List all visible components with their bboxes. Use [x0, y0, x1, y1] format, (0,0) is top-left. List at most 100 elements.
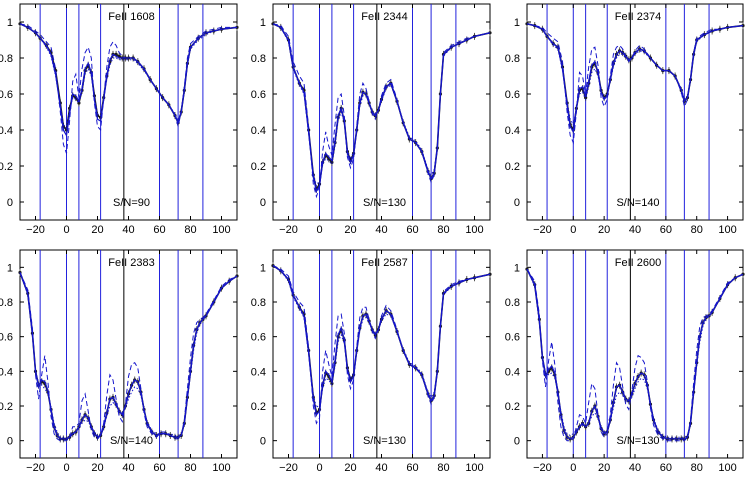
- y-tick-label: 0.2: [505, 401, 520, 413]
- dotted-model-line: [272, 23, 491, 188]
- x-tick-label: 0: [63, 224, 69, 236]
- x-tick-label: 40: [122, 224, 134, 236]
- y-tick-label: 0: [7, 197, 13, 209]
- dashed-model-line: [19, 272, 238, 442]
- x-tick-label: 60: [406, 462, 418, 474]
- y-tick-label: 0.6: [251, 332, 266, 344]
- x-tick-label: 100: [212, 462, 230, 474]
- fit-line: [272, 265, 491, 417]
- x-tick-label: 60: [406, 224, 418, 236]
- x-tick-label: −20: [533, 462, 552, 474]
- y-tick-label: 0.6: [251, 89, 266, 101]
- y-tick-label: 1: [514, 17, 520, 29]
- y-tick-label: 1: [260, 17, 266, 29]
- data-series: [525, 20, 745, 134]
- y-tick-label: 0: [260, 197, 266, 209]
- y-tick-label: 0: [7, 436, 13, 448]
- y-tick-label: 0: [514, 436, 520, 448]
- x-tick-label: 20: [598, 224, 610, 236]
- y-tick-label: 0.6: [505, 332, 520, 344]
- y-tick-label: 0.4: [0, 366, 13, 378]
- x-tick-label: 0: [570, 462, 576, 474]
- y-tick-label: 0.2: [0, 161, 13, 173]
- panel-1: −20 0 20 40 60 80 100 0 0.2 0.4 0.6 0.8 1 FeII 1608 S/…: [0, 3, 239, 236]
- dashed-model-line: [526, 268, 744, 442]
- data-line: [272, 264, 491, 415]
- x-tick-label: 0: [316, 462, 322, 474]
- y-tick-label: 0.8: [0, 297, 13, 309]
- panel-6: −20 0 20 40 60 80 100 0 0.2 0.4 0.6 0.8 1 FeII 2600 S/…: [505, 249, 745, 474]
- x-tick-label: 80: [184, 462, 196, 474]
- x-tick-label: 80: [184, 224, 196, 236]
- data-series: [18, 20, 239, 134]
- data-line: [19, 23, 238, 132]
- x-tick-label: 0: [570, 224, 576, 236]
- data-point: [330, 160, 334, 164]
- y-tick-label: 0: [260, 436, 266, 448]
- y-tick-label: 0.6: [0, 332, 13, 344]
- y-tick-label: 0.2: [505, 161, 520, 173]
- sn-label: S/N=130: [616, 435, 659, 447]
- y-tick-label: 0.8: [251, 297, 266, 309]
- dashed-model-line: [19, 23, 237, 154]
- panel-title: FeII 2383: [108, 257, 154, 269]
- x-tick-label: 60: [660, 224, 672, 236]
- dotted-model-line: [272, 265, 491, 409]
- y-tick-label: 0.6: [505, 89, 520, 101]
- x-tick-label: 60: [660, 462, 672, 474]
- panel-5: −20 0 20 40 60 80 100 0 0.2 0.4 0.6 0.8 1 FeII 2587 S/…: [251, 249, 492, 474]
- x-tick-label: 80: [437, 224, 449, 236]
- dashed-model-line: [272, 265, 491, 425]
- y-tick-label: 1: [7, 17, 13, 29]
- axes-frame: [272, 3, 491, 221]
- x-tick-label: 100: [718, 224, 736, 236]
- y-tick-label: 0.6: [0, 89, 13, 101]
- sn-label: S/N=130: [363, 197, 406, 209]
- y-tick-label: 0.8: [251, 53, 266, 65]
- axes-frame: [19, 3, 238, 221]
- y-tick-label: 0.4: [0, 125, 13, 137]
- fit-line: [19, 23, 238, 138]
- x-tick-label: 40: [375, 224, 387, 236]
- y-tick-label: 0.2: [0, 401, 13, 413]
- fit-line: [526, 23, 744, 134]
- data-line: [526, 268, 744, 440]
- data-series: [525, 265, 745, 443]
- data-line: [526, 23, 744, 133]
- sn-label: S/N=130: [363, 435, 406, 447]
- dashed-model-line: [272, 23, 491, 199]
- x-tick-label: 40: [629, 224, 641, 236]
- y-tick-label: 1: [260, 262, 266, 274]
- y-tick-label: 0.4: [505, 125, 520, 137]
- x-tick-label: 40: [122, 462, 134, 474]
- axes-frame: [272, 249, 491, 459]
- x-tick-label: 20: [344, 462, 356, 474]
- x-tick-label: 40: [375, 462, 387, 474]
- x-tick-label: 60: [153, 462, 165, 474]
- data-series: [271, 262, 492, 417]
- x-tick-label: 20: [344, 224, 356, 236]
- dotted-model-line: [526, 268, 744, 438]
- x-tick-label: 100: [465, 462, 483, 474]
- y-tick-label: 0.8: [505, 53, 520, 65]
- x-tick-label: −20: [26, 462, 45, 474]
- y-tick-label: 0.4: [251, 366, 266, 378]
- sn-label: S/N=140: [110, 435, 153, 447]
- panel-title: FeII 2587: [361, 257, 407, 269]
- x-tick-label: 100: [718, 462, 736, 474]
- dotted-model-line: [19, 272, 238, 438]
- panel-3: −20 0 20 40 60 80 100 0 0.2 0.4 0.6 0.8 1 FeII 2374 S/…: [505, 3, 745, 236]
- fit-line: [272, 23, 491, 193]
- panel-2: −20 0 20 40 60 80 100 0 0.2 0.4 0.6 0.8 1 FeII 2344 S/…: [251, 3, 492, 236]
- x-tick-label: 60: [153, 224, 165, 236]
- y-tick-label: 0.8: [505, 297, 520, 309]
- dotted-model-line: [526, 23, 744, 127]
- x-tick-label: 20: [91, 462, 103, 474]
- x-tick-label: 20: [91, 224, 103, 236]
- panel-4: −20 0 20 40 60 80 100 0 0.2 0.4 0.6 0.8 1 FeII 2383 S/…: [0, 249, 239, 474]
- y-tick-label: 0.8: [0, 53, 13, 65]
- x-tick-label: 0: [316, 224, 322, 236]
- x-tick-label: 40: [629, 462, 641, 474]
- sn-label: S/N=140: [616, 197, 659, 209]
